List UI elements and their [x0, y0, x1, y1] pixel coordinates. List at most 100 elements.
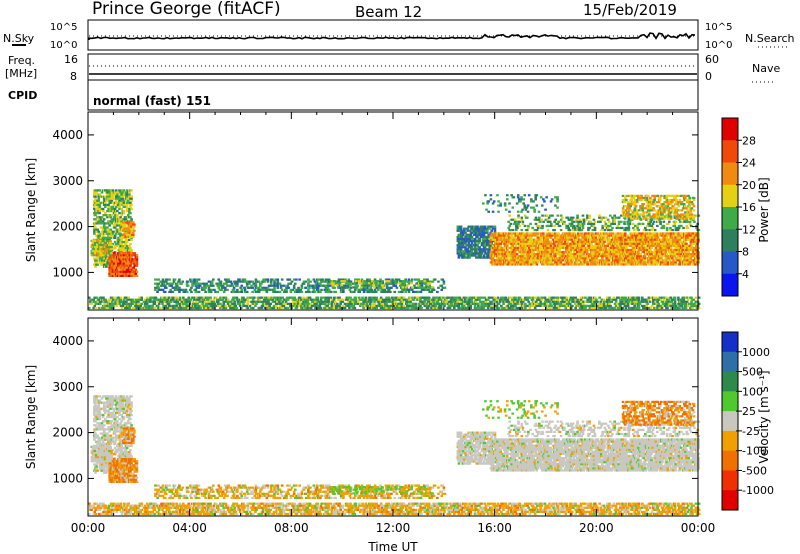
- power-cell: [624, 306, 628, 310]
- power-cell: [278, 290, 282, 294]
- power-cell: [115, 298, 118, 301]
- power-cell: [124, 220, 128, 223]
- power-cell: [246, 298, 250, 301]
- power-cell: [93, 243, 97, 247]
- power-cell: [492, 235, 496, 239]
- power-cell: [482, 248, 486, 251]
- power-cell: [554, 250, 557, 254]
- power-cell: [641, 304, 644, 308]
- power-cell: [432, 300, 435, 303]
- power-cell: [93, 224, 96, 227]
- power-cell: [107, 228, 110, 231]
- power-cell: [526, 255, 530, 258]
- power-cell: [478, 237, 481, 241]
- power-cell: [697, 302, 701, 305]
- power-cell: [480, 235, 484, 239]
- power-cell: [512, 306, 515, 310]
- power-cell: [547, 259, 551, 262]
- power-cell: [562, 263, 566, 266]
- power-cell: [154, 278, 157, 281]
- power-cell: [470, 252, 474, 255]
- power-cell: [426, 300, 430, 303]
- power-cell: [282, 304, 286, 308]
- power-cell: [465, 250, 468, 253]
- power-cell: [187, 296, 191, 299]
- power-cell: [474, 254, 477, 257]
- power-cell: [102, 226, 106, 229]
- power-cell: [136, 304, 139, 308]
- power-cell: [124, 191, 128, 194]
- power-cell: [575, 302, 579, 305]
- power-cell: [142, 300, 146, 303]
- power-cell: [559, 263, 563, 266]
- nave-tick-high: 60: [705, 53, 719, 66]
- power-cell: [500, 304, 503, 308]
- power-cell: [94, 214, 97, 217]
- power-cell: [356, 302, 360, 305]
- power-cell: [263, 296, 267, 299]
- power-cell: [109, 241, 112, 244]
- power-cell: [104, 228, 107, 231]
- power-cell: [166, 278, 169, 281]
- power-cell: [389, 290, 392, 294]
- power-cell: [486, 229, 489, 232]
- power-cell: [514, 300, 517, 303]
- power-cell: [673, 302, 677, 305]
- power-cell: [562, 253, 566, 256]
- power-cell: [390, 306, 394, 310]
- power-cell: [550, 246, 554, 250]
- power-cell: [156, 300, 160, 303]
- power-cell: [307, 302, 311, 305]
- power-cell: [481, 304, 485, 308]
- power-cell: [120, 218, 124, 221]
- power-cell: [556, 253, 559, 256]
- power-cell: [488, 242, 491, 245]
- power-cell: [94, 265, 97, 268]
- power-cell: [481, 225, 485, 228]
- power-cell: [204, 286, 207, 289]
- power-cell: [161, 298, 164, 301]
- power-cell: [518, 302, 522, 305]
- power-cell: [227, 278, 230, 281]
- power-cell: [195, 286, 199, 289]
- nave-label: Nave: [752, 62, 780, 75]
- power-cell: [413, 290, 416, 294]
- power-cell: [101, 243, 105, 247]
- power-cell: [431, 298, 434, 301]
- power-cell: [682, 298, 686, 301]
- power-cell: [349, 286, 353, 289]
- power-cell: [292, 286, 296, 289]
- power-cell: [428, 284, 432, 287]
- power-cell: [526, 296, 529, 299]
- power-cell: [523, 232, 527, 235]
- power-cell: [499, 244, 503, 247]
- power-cell: [260, 296, 264, 299]
- power-cell: [569, 242, 572, 245]
- power-cell: [179, 288, 182, 291]
- power-cell: [285, 286, 288, 289]
- station-title: Prince George (fitACF): [92, 0, 281, 19]
- power-cell: [568, 302, 572, 305]
- power-cell: [165, 280, 168, 283]
- power-cell: [336, 302, 339, 305]
- power-cell: [541, 304, 545, 308]
- power-cell: [606, 298, 609, 301]
- power-cell: [420, 284, 424, 287]
- power-cell: [116, 191, 119, 194]
- power-cell: [160, 284, 164, 287]
- power-cell: [338, 278, 342, 281]
- power-cell: [178, 280, 181, 283]
- power-cell: [93, 191, 96, 194]
- power-cell: [368, 306, 372, 310]
- power-cell: [470, 298, 474, 301]
- power-cell: [258, 298, 262, 301]
- power-cell: [598, 296, 601, 299]
- power-cell: [219, 302, 222, 305]
- power-cell: [125, 226, 129, 229]
- power-cell: [273, 290, 276, 294]
- power-cell: [561, 244, 565, 247]
- power-cell: [243, 290, 247, 294]
- power-cell: [212, 306, 216, 310]
- power-cell: [133, 225, 136, 228]
- power-cell: [441, 286, 445, 289]
